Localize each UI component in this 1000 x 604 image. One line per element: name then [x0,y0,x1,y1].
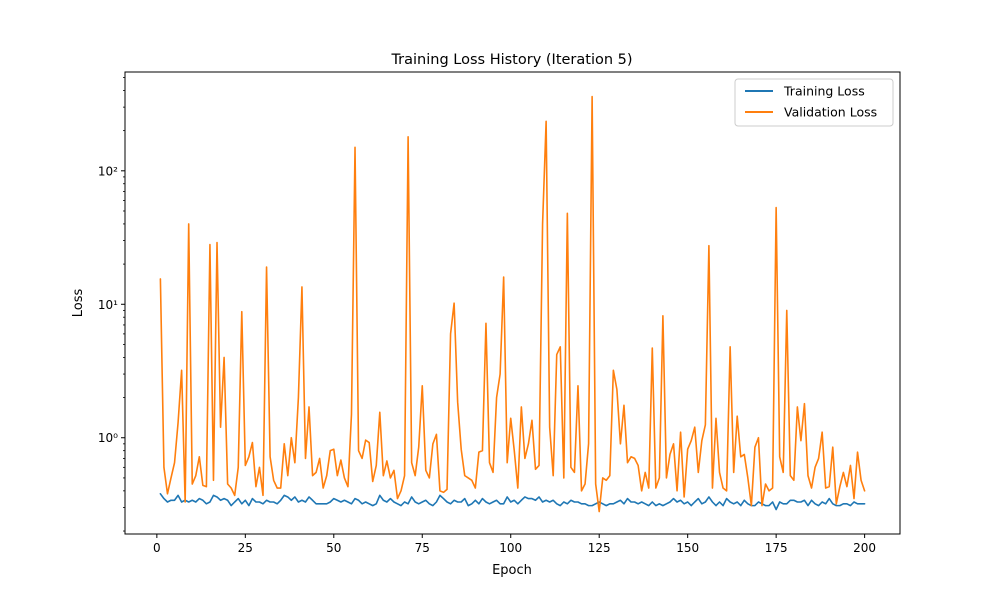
x-tick-label-150: 150 [676,541,699,555]
x-tick-label-100: 100 [499,541,522,555]
y-axis-label: Loss [71,289,86,318]
axes-frame [124,71,901,535]
series-line-validation-loss [159,95,866,513]
y-axis: 10⁰ 10¹ 10² [98,77,125,532]
x-tick-label-175: 175 [765,541,788,555]
x-axis: 0 25 50 75 100 125 150 175 200 [153,534,876,555]
series-line-training-loss [159,493,866,511]
chart-title: Training Loss History (Iteration 5) [390,52,632,68]
x-tick-label-125: 125 [588,541,611,555]
legend: Training Loss Validation Loss [734,78,894,127]
legend-box [734,78,894,127]
y-tick-label-1: 10⁰ [98,431,118,445]
y-tick-label-100: 10² [98,164,118,178]
x-tick-label-0: 0 [153,541,161,555]
plot-area [124,71,901,535]
x-tick-label-75: 75 [415,541,430,555]
x-axis-label: Epoch [492,563,532,578]
legend-label-training: Training Loss [783,84,865,99]
series-layer [159,95,866,513]
x-tick-label-200: 200 [853,541,876,555]
legend-label-validation: Validation Loss [784,105,877,120]
x-tick-label-25: 25 [238,541,253,555]
y-tick-label-10: 10¹ [98,298,118,312]
x-tick-label-50: 50 [326,541,341,555]
